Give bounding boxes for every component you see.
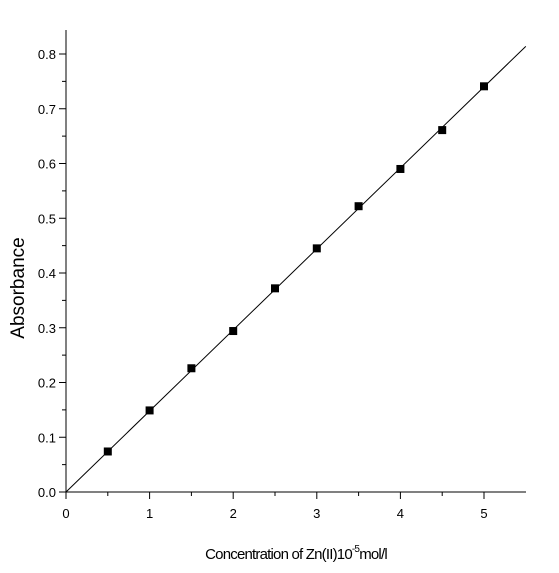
data-point-2: [187, 364, 196, 373]
y-tick-label-5: 0.5: [38, 211, 56, 226]
data-point-7: [396, 164, 405, 173]
data-point-0: [103, 447, 112, 456]
y-tick-label-4: 0.4: [38, 266, 56, 281]
fit-line-group: [65, 45, 527, 493]
fit-line: [65, 45, 527, 493]
x-tick-label-2: 2: [230, 506, 237, 521]
x-tick-label-0: 0: [62, 506, 69, 521]
data-point-5: [312, 244, 321, 253]
data-point-3: [229, 327, 238, 336]
y-tick-label-6: 0.6: [38, 157, 56, 172]
axes: [65, 30, 526, 493]
x-tick-label-3: 3: [313, 506, 320, 521]
y-axis-title: Absorbance: [8, 237, 29, 338]
y-tick-label-3: 0.3: [38, 321, 56, 336]
data-point-9: [480, 82, 488, 91]
x-tick-label-4: 4: [397, 506, 404, 521]
data-point-1: [145, 406, 154, 415]
y-tick-label-1: 0.1: [38, 430, 56, 445]
y-tick-label-2: 0.2: [38, 376, 56, 391]
data-point-4: [271, 284, 279, 293]
x-tick-label-5: 5: [480, 506, 487, 521]
data-points: [103, 82, 488, 456]
y-tick-label-8: 0.8: [38, 47, 56, 62]
x-axis-title-exponent: -5: [352, 544, 361, 555]
x-axis-title-unit: mol/l: [359, 546, 387, 563]
x-tick-label-1: 1: [146, 506, 153, 521]
y-tick-label-0: 0.0: [38, 485, 56, 500]
x-axis-title: Concentration of Zn(II)10-5mol/l: [205, 544, 387, 563]
data-point-6: [354, 202, 363, 211]
data-point-8: [438, 126, 447, 135]
x-axis-title-main: Concentration of Zn(II)10: [205, 546, 352, 563]
ticks: 0 1 2 3 4 5 0.0 0.1 0.2 0.3 0.4 0.5 0.6 0.7 0.8: [38, 47, 488, 521]
y-tick-label-7: 0.7: [38, 102, 56, 117]
